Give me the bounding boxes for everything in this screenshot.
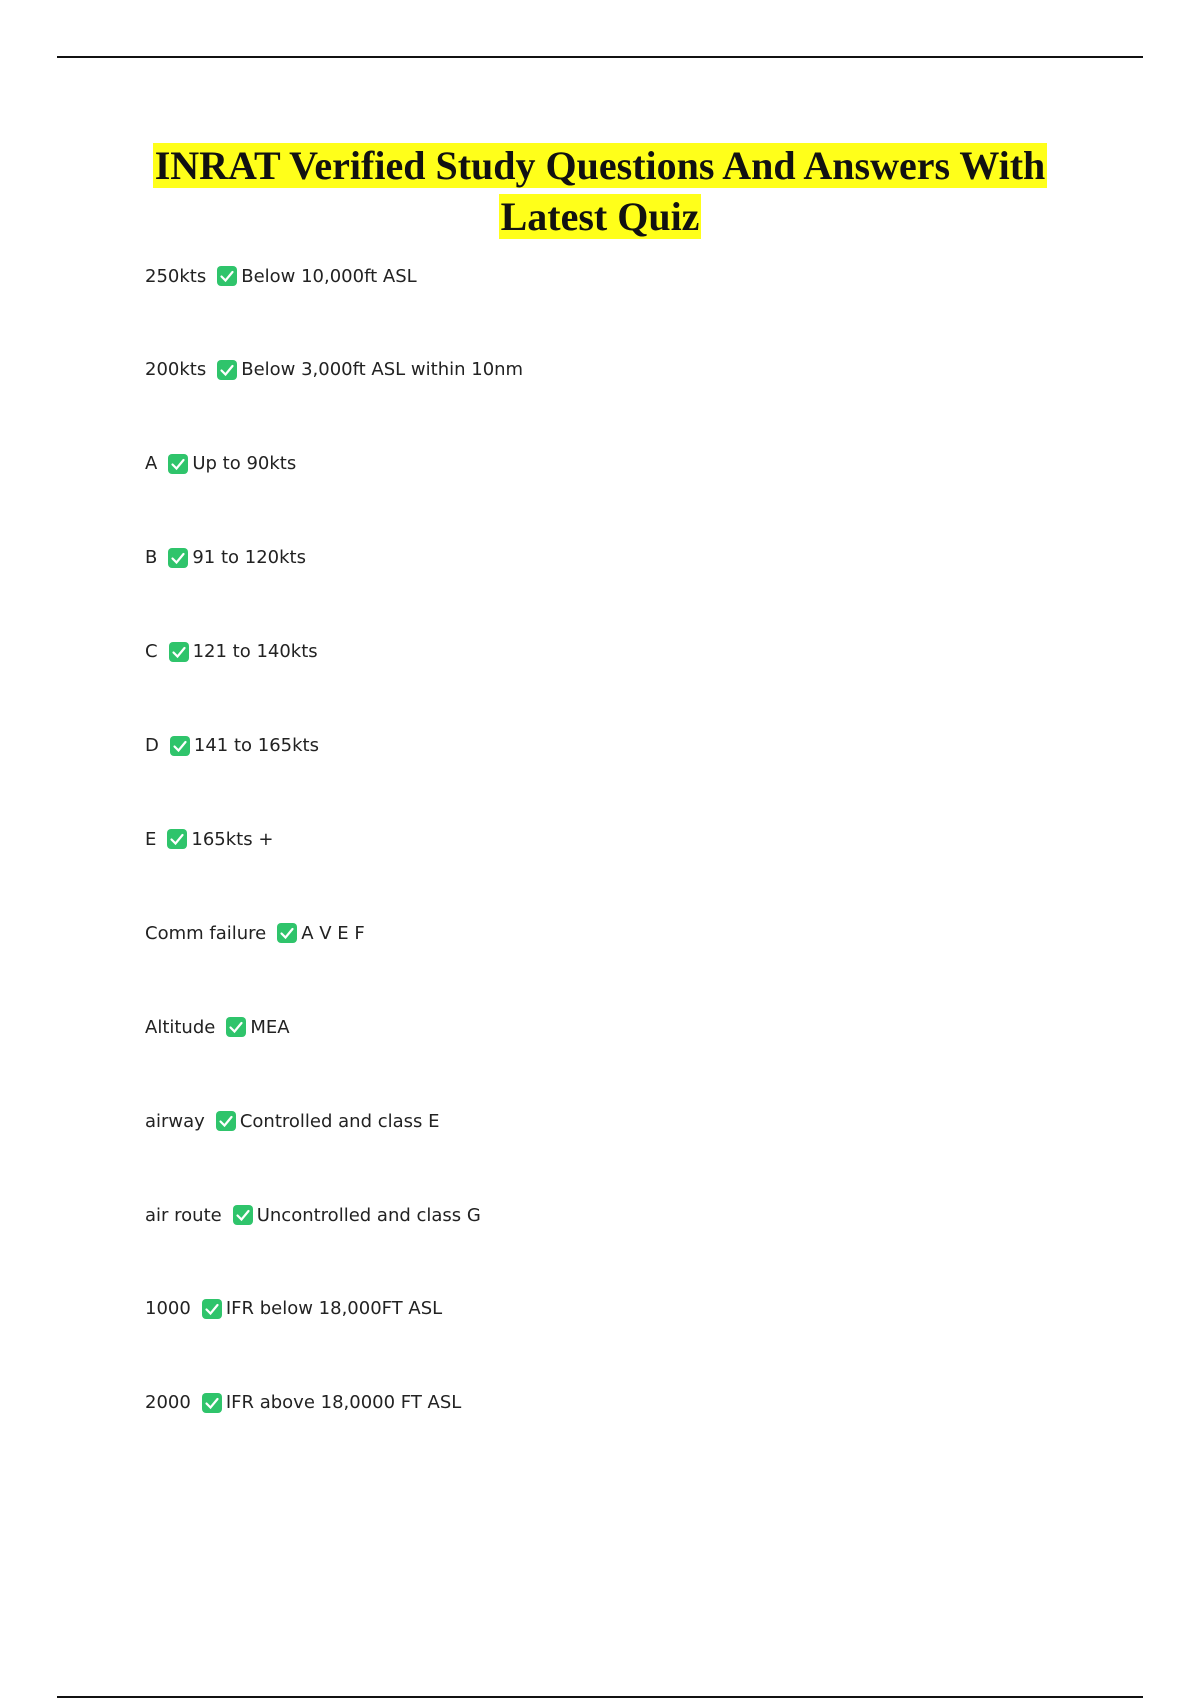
- question: Altitude: [145, 1016, 216, 1038]
- answer: Uncontrolled and class G: [256, 1204, 481, 1226]
- answer: 141 to 165kts: [193, 735, 319, 756]
- answer: MEA: [250, 1016, 290, 1038]
- bottom-rule: [57, 1696, 1143, 1698]
- qa-item: 1000 IFR below 18,000FT ASL: [145, 1298, 442, 1320]
- qa-item: 2000 IFR above 18,0000 FT ASL: [145, 1392, 461, 1414]
- answer: Below 3,000ft ASL within 10nm: [241, 359, 524, 381]
- question: Comm failure: [145, 922, 267, 944]
- qa-item: 250kts Below 10,000ft ASL: [145, 265, 417, 287]
- question: air route: [145, 1204, 222, 1226]
- check-icon: [217, 359, 238, 380]
- qa-item: B 91 to 120kts: [145, 547, 306, 569]
- question: 2000: [145, 1392, 191, 1414]
- question: 1000: [145, 1298, 191, 1320]
- check-icon: [167, 829, 188, 850]
- question: 250kts: [145, 265, 207, 287]
- answer: 91 to 120kts: [192, 547, 306, 569]
- qa-item: 200kts Below 3,000ft ASL within 10nm: [145, 359, 523, 381]
- qa-item: air route Uncontrolled and class G: [145, 1204, 481, 1226]
- check-icon: [232, 1205, 253, 1225]
- qa-item: D 141 to 165kts: [145, 735, 319, 757]
- answer: Below 10,000ft ASL: [241, 265, 417, 287]
- top-rule: [57, 56, 1143, 58]
- document-title: INRAT Verified Study Questions And Answe…: [100, 140, 1100, 242]
- check-icon: [217, 266, 238, 286]
- question: airway: [145, 1110, 205, 1132]
- answer: IFR below 18,000FT ASL: [225, 1298, 443, 1320]
- check-icon: [277, 923, 298, 944]
- check-icon: [226, 1017, 247, 1038]
- title-text: INRAT Verified Study Questions And Answe…: [152, 143, 1048, 239]
- check-icon: [168, 641, 189, 662]
- question: D: [145, 735, 159, 756]
- answer: Controlled and class E: [239, 1110, 440, 1132]
- check-icon: [201, 1298, 222, 1319]
- answer: A V E F: [301, 922, 365, 944]
- question: 200kts: [145, 359, 207, 381]
- check-icon: [215, 1111, 236, 1132]
- answer: IFR above 18,0000 FT ASL: [225, 1392, 462, 1414]
- question: B: [145, 547, 158, 569]
- qa-item: A Up to 90kts: [145, 453, 296, 475]
- qa-item: Altitude MEA: [145, 1016, 290, 1038]
- check-icon: [168, 547, 189, 568]
- answer: 121 to 140kts: [192, 641, 318, 663]
- qa-item: airway Controlled and class E: [145, 1110, 440, 1132]
- check-icon: [169, 735, 190, 756]
- question: C: [145, 641, 158, 663]
- qa-item: C 121 to 140kts: [145, 641, 318, 663]
- answer: Up to 90kts: [192, 453, 297, 475]
- qa-item: Comm failure A V E F: [145, 922, 365, 944]
- question: A: [145, 453, 158, 475]
- qa-item: E 165kts +: [145, 828, 273, 850]
- question: E: [145, 828, 157, 850]
- check-icon: [168, 453, 189, 474]
- answer: 165kts +: [191, 828, 274, 850]
- check-icon: [201, 1392, 222, 1413]
